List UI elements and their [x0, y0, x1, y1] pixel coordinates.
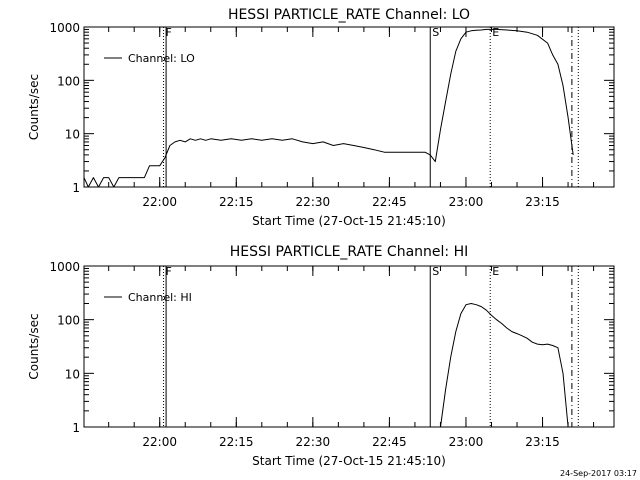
x-axis-label: Start Time (27-Oct-15 21:45:10): [252, 454, 446, 468]
x-tick-label: 23:00: [449, 435, 484, 449]
chart-panel-hi: HESSI PARTICLE_RATE Channel: HI Counts/se…: [27, 244, 615, 468]
footer-timestamp: 24-Sep-2017 03:17: [560, 469, 637, 478]
plot-frame: [83, 26, 615, 188]
y-tick-label: 10: [65, 128, 80, 142]
x-tick-label: 22:45: [372, 435, 407, 449]
y-axis-label: Counts/sec: [27, 74, 41, 140]
x-axis-label: Start Time (27-Oct-15 21:45:10): [252, 214, 446, 228]
event-marker-label: S: [432, 26, 439, 39]
x-tick-label: 23:15: [525, 435, 560, 449]
series-line: [83, 28, 574, 188]
chart-title: HESSI PARTICLE_RATE Channel: LO: [228, 7, 470, 23]
chart-panel-lo: HESSI PARTICLE_RATE Channel: LO Counts/se…: [27, 7, 615, 228]
x-tick-label: 23:00: [449, 195, 484, 209]
event-marker-label: F: [166, 26, 172, 39]
series-line: [440, 303, 569, 428]
event-marker-label: F: [166, 265, 172, 278]
event-marker-label: E: [492, 265, 499, 278]
y-tick-label: 1000: [49, 21, 80, 35]
x-tick-label: 23:15: [525, 195, 560, 209]
y-axis-label: Counts/sec: [27, 313, 41, 379]
event-marker-label: S: [432, 265, 439, 278]
y-tick-label: 1: [72, 421, 80, 435]
x-tick-label: 22:30: [296, 435, 331, 449]
legend-label: Channel: LO: [128, 52, 195, 65]
y-tick-label: 100: [57, 74, 80, 88]
x-tick-label: 22:45: [372, 195, 407, 209]
x-tick-label: 22:30: [296, 195, 331, 209]
y-tick-label: 10: [65, 367, 80, 381]
plot-frame: [83, 265, 615, 428]
x-tick-label: 22:00: [142, 195, 177, 209]
legend-label: Channel: HI: [128, 291, 192, 304]
chart-title: HESSI PARTICLE_RATE Channel: HI: [230, 244, 468, 260]
y-tick-label: 1: [72, 181, 80, 195]
y-tick-label: 1000: [49, 260, 80, 274]
x-tick-label: 22:15: [219, 195, 254, 209]
event-marker-label: E: [492, 26, 499, 39]
x-tick-label: 22:15: [219, 435, 254, 449]
x-tick-label: 22:00: [142, 435, 177, 449]
y-tick-label: 100: [57, 314, 80, 328]
